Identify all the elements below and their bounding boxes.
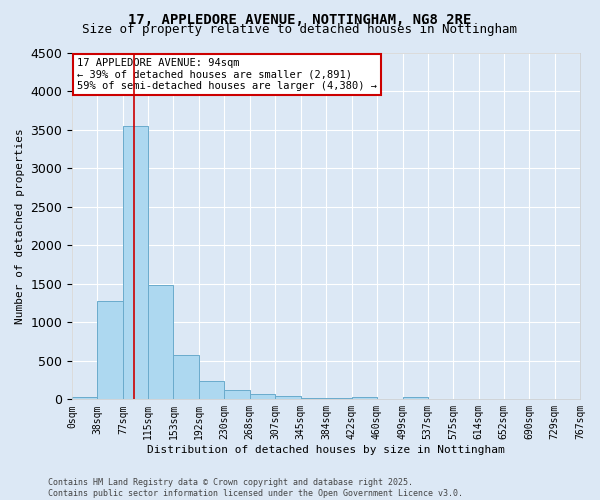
Y-axis label: Number of detached properties: Number of detached properties: [15, 128, 25, 324]
Bar: [173, 354, 199, 400]
Text: 17, APPLEDORE AVENUE, NOTTINGHAM, NG8 2RE: 17, APPLEDORE AVENUE, NOTTINGHAM, NG8 2R…: [128, 12, 472, 26]
Bar: [352, 398, 377, 400]
Bar: [326, 398, 352, 400]
Bar: [224, 390, 250, 400]
Text: Size of property relative to detached houses in Nottingham: Size of property relative to detached ho…: [83, 22, 517, 36]
Bar: [72, 397, 97, 400]
X-axis label: Distribution of detached houses by size in Nottingham: Distribution of detached houses by size …: [147, 445, 505, 455]
Bar: [199, 381, 224, 400]
Text: 17 APPLEDORE AVENUE: 94sqm
← 39% of detached houses are smaller (2,891)
59% of s: 17 APPLEDORE AVENUE: 94sqm ← 39% of deta…: [77, 58, 377, 91]
Text: Contains HM Land Registry data © Crown copyright and database right 2025.
Contai: Contains HM Land Registry data © Crown c…: [48, 478, 463, 498]
Bar: [403, 397, 428, 400]
Bar: [148, 286, 173, 400]
Bar: [250, 394, 275, 400]
Bar: [275, 396, 301, 400]
Bar: [123, 126, 148, 400]
Bar: [301, 398, 326, 400]
Bar: [97, 300, 123, 400]
